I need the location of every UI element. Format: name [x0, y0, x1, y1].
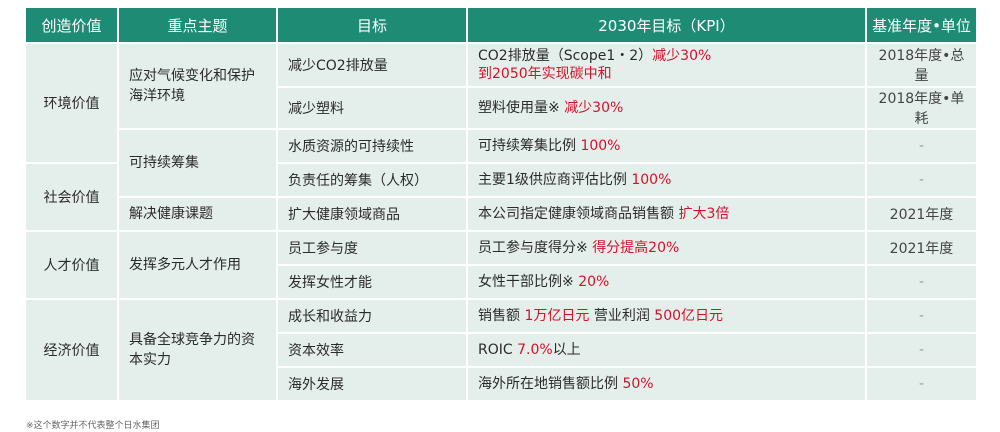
- kpi-table: 创造价值 重点主题 目标 2030年目标（KPI） 基准年度•单位 环境价值 应…: [24, 6, 978, 402]
- theme-climate: 应对气候变化和保护海洋环境: [119, 44, 276, 128]
- category-economic: 经济价值: [26, 300, 117, 400]
- table-row: 解决健康课题 扩大健康领域商品 本公司指定健康领域商品销售额 扩大3倍 2021…: [26, 198, 976, 230]
- target-cell: 海外发展: [278, 368, 466, 400]
- kpi-highlight: 100%: [631, 172, 672, 188]
- header-row: 创造价值 重点主题 目标 2030年目标（KPI） 基准年度•单位: [26, 8, 976, 42]
- kpi-text: 以上: [552, 342, 581, 358]
- kpi-cell: 本公司指定健康领域商品销售额 扩大3倍: [468, 198, 865, 230]
- kpi-cell: 塑料使用量※ 减少30%: [468, 88, 865, 128]
- target-cell: 发挥女性才能: [278, 266, 466, 298]
- table-row: 可持续筹集 水质资源的可持续性 可持续筹集比例 100% -: [26, 130, 976, 196]
- kpi-text: ROIC: [478, 342, 518, 358]
- theme-diversity: 发挥多元人才作用: [119, 232, 276, 298]
- kpi-cell: 销售额 1万亿日元 营业利润 500亿日元: [468, 300, 865, 332]
- theme-health: 解决健康课题: [119, 198, 276, 230]
- kpi-text: 本公司指定健康领域商品销售额: [478, 206, 679, 222]
- kpi-text: 女性干部比例※: [478, 274, 579, 290]
- kpi-highlight: 50%: [622, 376, 654, 392]
- table-row: 社会价值 负责任的筹集（人权） 主要1级供应商评估比例 100% -: [26, 164, 976, 230]
- table-row: 经济价值 具备全球竞争力的资本实力 成长和收益力 销售额 1万亿日元 营业利润 …: [26, 300, 976, 400]
- kpi-text: 营业利润: [589, 308, 655, 324]
- kpi-highlight: 1万亿日元: [524, 308, 590, 324]
- base-year-cell: -: [867, 334, 976, 366]
- target-cell: 负责任的筹集（人权）: [278, 164, 466, 196]
- base-year-cell: -: [867, 266, 976, 298]
- base-year-cell: -: [867, 164, 976, 196]
- kpi-cell: 海外所在地销售额比例 50%: [468, 368, 865, 400]
- category-talent: 人才价值: [26, 232, 117, 298]
- base-year-cell: -: [867, 130, 976, 162]
- kpi-cell: CO2排放量（Scope1・2）减少30% 到2050年实现碳中和: [468, 44, 865, 86]
- kpi-text: 员工参与度得分※: [478, 240, 593, 256]
- kpi-cell: ROIC 7.0%以上: [468, 334, 865, 366]
- target-cell: 成长和收益力: [278, 300, 466, 332]
- table-row: 减少塑料 塑料使用量※ 减少30% 2018年度•单耗: [26, 88, 976, 128]
- table-row: 人才价值 发挥多元人才作用 员工参与度 员工参与度得分※ 得分提高20% 202…: [26, 232, 976, 298]
- target-cell: 资本效率: [278, 334, 466, 366]
- kpi-cell: 女性干部比例※ 20%: [468, 266, 865, 298]
- kpi-text: 塑料使用量※: [478, 100, 565, 116]
- base-year-cell: -: [867, 368, 976, 400]
- table-row: 资本效率 ROIC 7.0%以上 -: [26, 334, 976, 366]
- header-base-year: 基准年度•单位: [867, 8, 976, 42]
- kpi-highlight: 得分提高20%: [592, 240, 680, 256]
- table-row: 发挥女性才能 女性干部比例※ 20% -: [26, 266, 976, 298]
- kpi-cell: 员工参与度得分※ 得分提高20%: [468, 232, 865, 264]
- kpi-text: 主要1级供应商评估比例: [478, 172, 632, 188]
- target-cell: 减少CO2排放量: [278, 44, 466, 86]
- kpi-text: CO2排放量（Scope1・2）: [478, 48, 653, 64]
- kpi-highlight: 7.0%: [517, 342, 553, 358]
- category-environment: 环境价值: [26, 44, 117, 162]
- kpi-highlight: 500亿日元: [654, 308, 724, 324]
- base-year-cell: 2021年度: [867, 232, 976, 264]
- kpi-highlight: 减少30%: [652, 48, 712, 64]
- kpi-highlight: 20%: [578, 274, 610, 290]
- base-year-cell: 2018年度•总量: [867, 44, 976, 86]
- base-year-cell: -: [867, 300, 976, 332]
- kpi-text: 销售额: [478, 308, 525, 324]
- base-year-cell: 2018年度•单耗: [867, 88, 976, 128]
- kpi-text: 海外所在地销售额比例: [478, 376, 623, 392]
- kpi-cell: 可持续筹集比例 100%: [468, 130, 865, 162]
- kpi-highlight: 扩大3倍: [678, 206, 730, 222]
- target-cell: 减少塑料: [278, 88, 466, 128]
- header-value: 创造价值: [26, 8, 117, 42]
- table-row: 环境价值 应对气候变化和保护海洋环境 减少CO2排放量 CO2排放量（Scope…: [26, 44, 976, 162]
- footnote: ※这个数字并不代表整个日水集团: [26, 421, 160, 431]
- category-social: 社会价值: [26, 164, 117, 230]
- base-year-cell: 2021年度: [867, 198, 976, 230]
- theme-sourcing: 可持续筹集: [119, 130, 276, 196]
- kpi-cell: 主要1级供应商评估比例 100%: [468, 164, 865, 196]
- kpi-highlight: 减少30%: [564, 100, 624, 116]
- header-kpi: 2030年目标（KPI）: [468, 8, 865, 42]
- kpi-highlight-line: 到2050年实现碳中和: [478, 66, 612, 82]
- header-target: 目标: [278, 8, 466, 42]
- kpi-text: 可持续筹集比例: [478, 138, 581, 154]
- target-cell: 水质资源的可持续性: [278, 130, 466, 162]
- header-theme: 重点主题: [119, 8, 276, 42]
- theme-competitiveness: 具备全球竞争力的资本实力: [119, 300, 276, 400]
- target-cell: 扩大健康领域商品: [278, 198, 466, 230]
- target-cell: 员工参与度: [278, 232, 466, 264]
- kpi-line: CO2排放量（Scope1・2）减少30%: [478, 47, 855, 65]
- table-row: 海外发展 海外所在地销售额比例 50% -: [26, 368, 976, 400]
- kpi-highlight: 100%: [580, 138, 621, 154]
